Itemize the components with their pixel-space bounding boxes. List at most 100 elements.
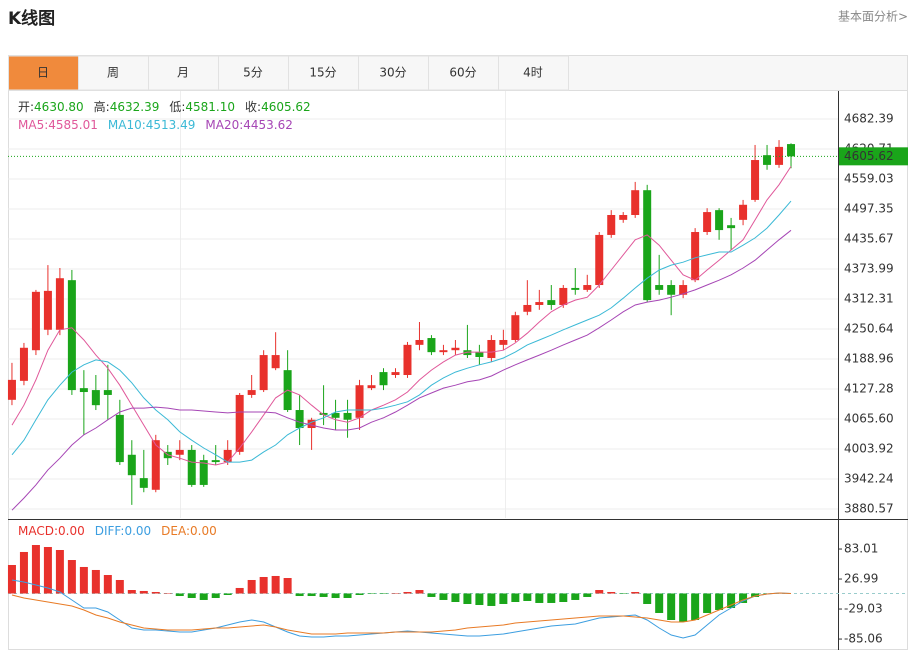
- legend-label: MA5:: [18, 118, 48, 132]
- macd-bar: [295, 593, 304, 597]
- tab-bg[interactable]: [78, 55, 149, 91]
- candle-body: [715, 210, 724, 231]
- candle-body: [763, 155, 772, 165]
- candle-body: [691, 232, 700, 281]
- tab-label[interactable]: 30分: [379, 66, 406, 80]
- tab-bg[interactable]: [428, 55, 499, 91]
- macd-bar: [151, 591, 160, 594]
- macd-bar: [175, 593, 184, 597]
- tab-label[interactable]: 月: [177, 66, 189, 80]
- macd-line: [11, 592, 792, 635]
- macd-bar: [355, 593, 364, 595]
- tab[interactable]: 60分: [428, 55, 499, 91]
- candle-body: [463, 350, 472, 356]
- candle-body: [511, 315, 520, 340]
- macd-bar: [523, 593, 532, 601]
- legend-value: 4605.62: [261, 100, 311, 114]
- macd-bar: [463, 593, 472, 604]
- y-tick-label: 4188.96: [844, 351, 894, 365]
- y-tick-label: 4250.64: [844, 321, 894, 335]
- candle-body: [67, 280, 76, 391]
- ma-line: [11, 166, 792, 466]
- tab[interactable]: 5分: [218, 55, 289, 91]
- candle-body: [7, 379, 16, 400]
- macd-bar: [571, 593, 580, 600]
- candle-body: [487, 339, 496, 358]
- candle-body: [139, 478, 148, 488]
- legend: 开:4630.80 高:4632.39 低:4581.10 收:4605.62: [18, 99, 311, 114]
- candle-body: [259, 355, 268, 391]
- tab-label[interactable]: 5分: [243, 66, 263, 80]
- legend-value: 4513.49: [146, 118, 196, 132]
- macd-bar: [751, 593, 760, 597]
- macd-bar: [559, 593, 568, 603]
- tab[interactable]: 周: [78, 55, 149, 91]
- tab-bg[interactable]: [8, 55, 79, 91]
- tab-label[interactable]: 周: [107, 66, 119, 80]
- candle-body: [199, 460, 208, 485]
- candle-body: [499, 339, 508, 345]
- y-tick-label: 26.99: [844, 572, 878, 586]
- candle-body: [787, 144, 796, 157]
- candle-body: [571, 287, 580, 290]
- macd-bar: [91, 569, 100, 594]
- candle-body: [187, 449, 196, 485]
- candle-body: [79, 388, 88, 393]
- candle-body: [583, 285, 592, 290]
- legend-value: 4581.10: [185, 100, 235, 114]
- tab[interactable]: 4时: [498, 55, 569, 91]
- macd-bar: [247, 579, 256, 594]
- legend-label: DIFF:: [95, 524, 125, 538]
- tab-label[interactable]: 60分: [449, 66, 476, 80]
- candle-body: [619, 214, 628, 220]
- tab[interactable]: 30分: [358, 55, 429, 91]
- candle-body: [751, 160, 760, 200]
- candle-body: [247, 390, 256, 395]
- candle-body: [379, 372, 388, 386]
- candle-body: [55, 278, 64, 330]
- y-tick-label: 4127.28: [844, 381, 894, 395]
- candle-body: [439, 350, 448, 353]
- candle-body: [319, 412, 328, 415]
- legend-label: MA10:: [108, 118, 146, 132]
- y-tick-label: 4003.92: [844, 441, 894, 455]
- candle-body: [115, 414, 124, 463]
- candle-body: [727, 225, 736, 229]
- candle-body: [547, 300, 556, 305]
- legend-value: 0.00: [58, 524, 85, 538]
- candle-body: [19, 347, 28, 381]
- candle-body: [235, 394, 244, 452]
- tab-label[interactable]: 日: [37, 66, 49, 80]
- tab-bg[interactable]: [498, 55, 569, 91]
- tab-label[interactable]: 15分: [309, 66, 336, 80]
- tab-bg[interactable]: [358, 55, 429, 91]
- analysis-link[interactable]: 基本面分析>: [838, 10, 908, 24]
- candle-body: [595, 234, 604, 286]
- tab[interactable]: 15分: [288, 55, 359, 91]
- legend-label: MACD:: [18, 524, 58, 538]
- macd-bar: [31, 545, 40, 594]
- y-tick-label: 83.01: [844, 542, 878, 556]
- macd-bar: [127, 590, 136, 594]
- legend-label: 高:: [94, 99, 110, 114]
- legend: MA5:4585.01 MA10:4513.49 MA20:4453.62: [18, 118, 293, 132]
- macd-bar: [235, 587, 244, 594]
- macd-bar: [703, 593, 712, 613]
- legend-value: 0.00: [124, 524, 151, 538]
- tab[interactable]: 月: [148, 55, 219, 91]
- candle-body: [607, 214, 616, 235]
- y-tick-label: 4682.39: [844, 111, 894, 125]
- tab-label[interactable]: 4时: [523, 66, 543, 80]
- candle-body: [175, 449, 184, 455]
- macd-bar: [55, 549, 64, 594]
- macd-bar: [643, 593, 652, 604]
- legend-value: 0.00: [190, 524, 217, 538]
- candle-body: [415, 339, 424, 345]
- tab[interactable]: 日: [8, 55, 79, 91]
- macd-bar: [283, 578, 292, 594]
- legend-value: 4585.01: [48, 118, 98, 132]
- y-tick-label: 3880.57: [844, 501, 894, 515]
- candle-body: [103, 390, 112, 395]
